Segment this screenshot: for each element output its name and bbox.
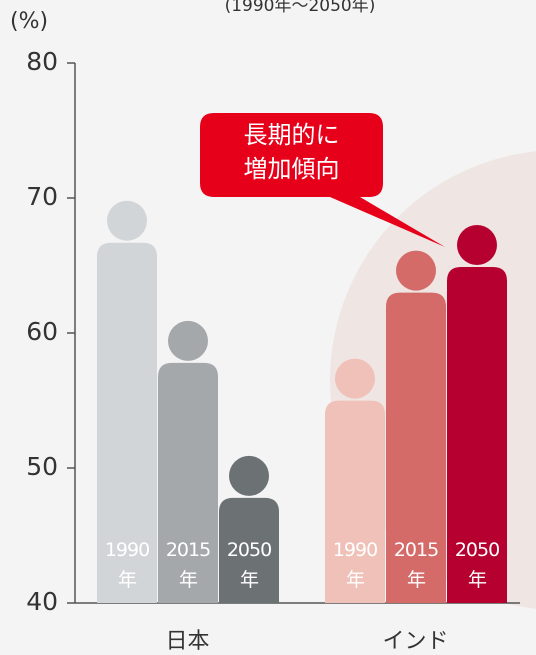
callout-bubble: [200, 113, 445, 247]
person-head: [107, 200, 147, 241]
y-tick-label: 60: [26, 317, 58, 346]
bar: [386, 292, 446, 603]
y-tick-label: 70: [26, 182, 58, 211]
person-head: [396, 250, 436, 291]
bar-label: 2015年: [393, 539, 439, 591]
person-head: [457, 225, 497, 265]
y-tick-label: 80: [26, 47, 58, 76]
bar-label: 2050年: [226, 539, 272, 591]
x-tick-label: インド: [382, 629, 449, 654]
person-head: [335, 358, 375, 399]
bar-label: 2015年: [165, 539, 211, 591]
y-tick-label: 50: [26, 452, 58, 481]
bar-label: 1990年: [104, 539, 150, 591]
x-tick-label: 日本: [165, 629, 210, 654]
annotation: 長期的に 増加傾向: [243, 121, 340, 183]
person-head: [168, 320, 208, 361]
chart-subtitle: (1990年〜2050年): [225, 0, 376, 16]
bar: [447, 267, 507, 603]
y-axis-label: (%): [10, 9, 48, 34]
bar: [158, 362, 218, 603]
bar: [97, 242, 157, 603]
bar: [219, 497, 279, 603]
bar-label: 1990年: [332, 539, 378, 591]
bar-label: 2050年: [454, 539, 500, 591]
person-head: [229, 455, 269, 496]
bar: [325, 400, 385, 603]
y-tick-label: 40: [26, 587, 58, 616]
